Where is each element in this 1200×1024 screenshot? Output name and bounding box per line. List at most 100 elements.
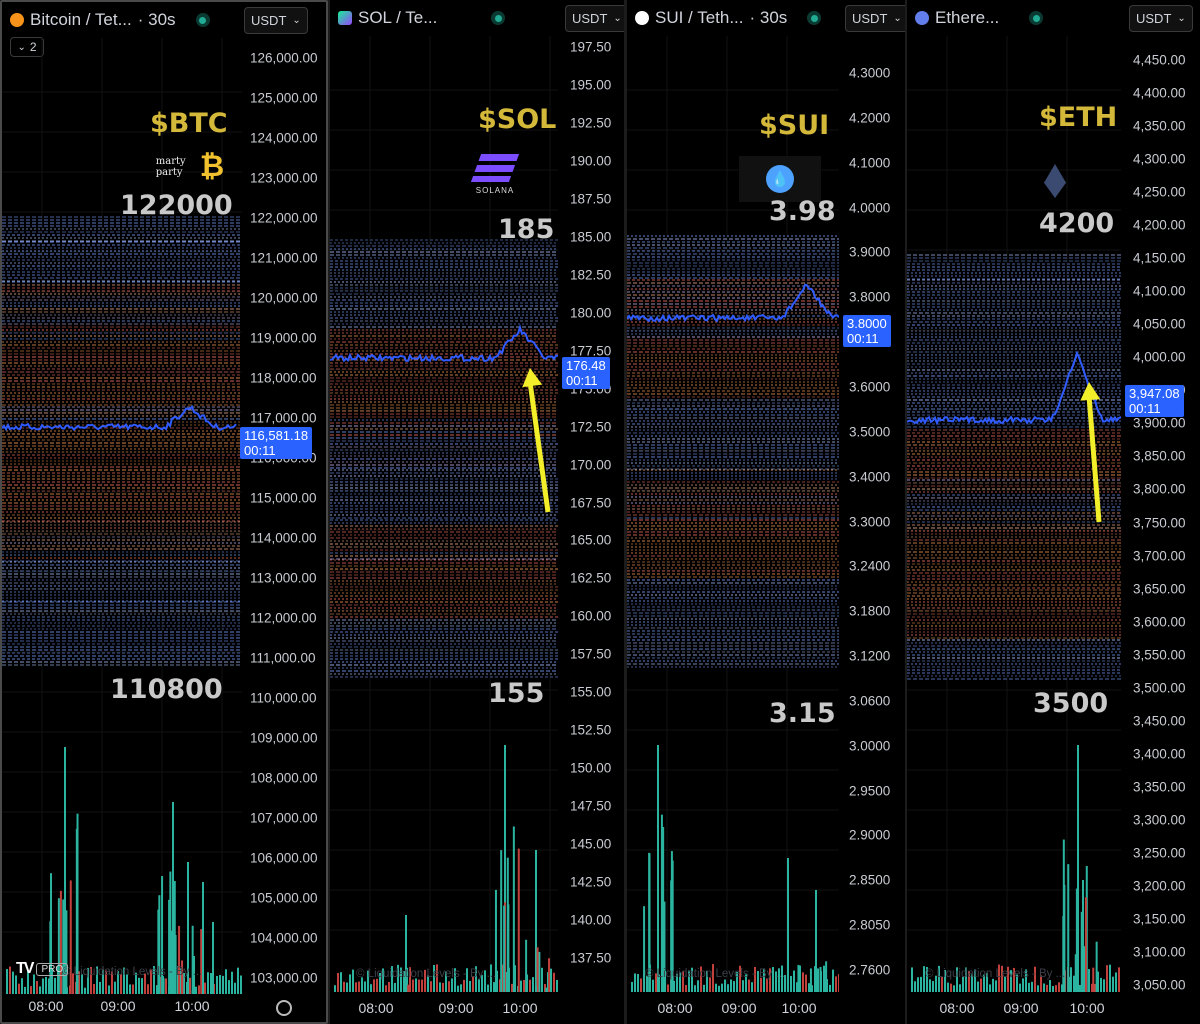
- chart-canvas[interactable]: [2, 2, 242, 1002]
- chart-canvas[interactable]: [330, 0, 558, 1000]
- volume-bar: [538, 951, 541, 992]
- volume-bar: [181, 968, 184, 994]
- price-axis-tick: 190.00: [570, 153, 612, 169]
- price-axis-tick: 3,850.00: [1133, 448, 1186, 464]
- price-axis-tick: 142.50: [570, 874, 612, 890]
- volume-bar: [553, 972, 555, 992]
- last-price: 3.8000: [847, 316, 887, 331]
- volume-bar: [493, 982, 495, 992]
- symbol-title[interactable]: Ethere...: [935, 8, 1000, 27]
- time-axis[interactable]: 08:00 09:00 10:00: [2, 998, 242, 1016]
- volume-bar: [1100, 977, 1102, 992]
- chart-panel-sol[interactable]: SOL / Te... USDT ⌄ $SOL SOLANA 185 155 1…: [330, 0, 624, 1024]
- volume-bar: [418, 979, 420, 992]
- currency-select[interactable]: USDT ⌄: [845, 5, 905, 32]
- volume-bar: [529, 979, 531, 992]
- time-axis-label: 09:00: [438, 1000, 474, 1016]
- volume-bar: [712, 964, 714, 992]
- panel-header[interactable]: Bitcoin / Tet... · 30s: [2, 2, 210, 38]
- chart-canvas[interactable]: [627, 0, 839, 1000]
- volume-bar: [980, 978, 982, 992]
- price-axis-tick: 3,350.00: [1133, 779, 1186, 795]
- price-axis-tick: 182.50: [570, 267, 612, 283]
- volume-bar: [349, 974, 351, 992]
- volume-bar: [1001, 965, 1003, 992]
- price-axis-tick: 103,000.00: [250, 970, 318, 986]
- price-axis-tick: 119,000.00: [250, 330, 317, 346]
- panel-header[interactable]: Ethere...: [907, 0, 1044, 36]
- price-line: [627, 283, 839, 323]
- price-axis-tick: 3,650.00: [1133, 581, 1186, 597]
- volume-bar: [721, 983, 723, 992]
- settings-gear-icon[interactable]: [276, 1000, 292, 1016]
- volume-bar: [433, 964, 435, 992]
- price-axis-tick: 3,050.00: [1133, 977, 1186, 993]
- price-axis-tick: 117,000.00: [250, 410, 317, 426]
- price-axis-tick: 3,150.00: [1133, 911, 1186, 927]
- volume-bar: [953, 985, 955, 992]
- price-axis-tick: 160.00: [570, 608, 612, 624]
- volume-bar: [797, 964, 800, 992]
- price-axis-tick: 3.0000: [849, 738, 891, 754]
- volume-bar: [412, 979, 414, 992]
- symbol-title[interactable]: SUI / Teth...: [655, 8, 744, 27]
- price-axis-tick: 4,300.00: [1133, 151, 1186, 167]
- volume-bar: [337, 972, 339, 992]
- volume-bar: [78, 971, 80, 994]
- price-axis-tick: 3.1200: [849, 648, 891, 664]
- volume-bar: [126, 974, 128, 994]
- panel-header[interactable]: SUI / Teth... · 30s: [627, 0, 822, 36]
- volume-bar: [500, 850, 503, 992]
- volume-bar: [170, 930, 173, 994]
- collapse-indicators-button[interactable]: ⌄ 2: [10, 37, 44, 57]
- interval-label[interactable]: · 30s: [137, 10, 176, 29]
- price-axis-tick: 155.00: [570, 684, 612, 700]
- annotation-arrow-shaft: [1086, 395, 1102, 523]
- chart-panel-sui[interactable]: SUI / Teth... · 30s USDT ⌄ $SUI 💧 3.98 3…: [627, 0, 905, 1024]
- time-axis[interactable]: 08:00 09:00 10:00: [907, 1000, 1121, 1018]
- volume-bar: [451, 978, 453, 992]
- volume-bar: [123, 967, 125, 994]
- time-axis[interactable]: 08:00 09:00 10:00: [627, 1000, 839, 1018]
- volume-bar: [144, 973, 146, 994]
- chart-canvas[interactable]: [907, 0, 1121, 1000]
- symbol-title[interactable]: SOL / Te...: [358, 8, 438, 27]
- volume-bar: [21, 978, 23, 994]
- currency-select[interactable]: USDT ⌄: [244, 7, 308, 34]
- price-axis[interactable]: 4,450.00 4,400.00 4,350.00 4,300.00 4,250.00…: [1133, 36, 1200, 994]
- volume-bar: [403, 971, 405, 992]
- price-axis[interactable]: 126,000.00 125,000.00 124,000.00 123,000.00…: [250, 38, 326, 992]
- volume-bar: [1025, 969, 1027, 992]
- currency-select[interactable]: USDT ⌄: [565, 5, 624, 32]
- price-axis-tick: 4,350.00: [1133, 118, 1186, 134]
- price-axis[interactable]: 4.30004.20004.10004.00003.90003.80003.70…: [849, 36, 905, 994]
- level-low-label: 3500: [1033, 688, 1109, 719]
- price-axis-tick: 3,700.00: [1133, 548, 1186, 564]
- currency-select[interactable]: USDT ⌄: [1129, 5, 1193, 32]
- volume-bar: [983, 974, 985, 992]
- chart-panel-btc[interactable]: Bitcoin / Tet... · 30s USDT ⌄ ⌄ 2 $BTC m…: [0, 0, 328, 1024]
- volume-bar: [36, 981, 38, 994]
- time-axis[interactable]: 08:00 09:00 10:00: [330, 1000, 558, 1018]
- volume-bar: [1019, 983, 1021, 992]
- sui-logo: 💧: [739, 156, 821, 202]
- last-price-tag: 3,947.08 00:11: [1125, 385, 1184, 417]
- price-axis[interactable]: 197.50 195.00 192.50 190.00 187.50 185.00 182.…: [570, 36, 624, 994]
- sui-icon: [635, 11, 649, 25]
- volume-bar: [81, 974, 83, 994]
- volume-bar: [663, 901, 666, 992]
- volume-bar: [48, 978, 50, 994]
- price-axis-tick: 3,300.00: [1133, 812, 1186, 828]
- volume-bar: [819, 966, 822, 992]
- volume-bar: [240, 975, 242, 994]
- volume-bar: [334, 985, 336, 992]
- volume-spike-bar: [1082, 880, 1084, 992]
- volume-bar: [162, 978, 165, 994]
- bar-countdown: 00:11: [1129, 401, 1161, 416]
- chevron-down-icon: ⌄: [292, 15, 301, 26]
- volume-bar: [72, 973, 74, 994]
- chart-panel-eth[interactable]: Ethere... USDT ⌄ $ETH 4200 3500 4,450.00…: [907, 0, 1200, 1024]
- interval-label[interactable]: · 30s: [749, 8, 788, 27]
- panel-header[interactable]: SOL / Te...: [330, 0, 506, 36]
- symbol-title[interactable]: Bitcoin / Tet...: [30, 10, 132, 29]
